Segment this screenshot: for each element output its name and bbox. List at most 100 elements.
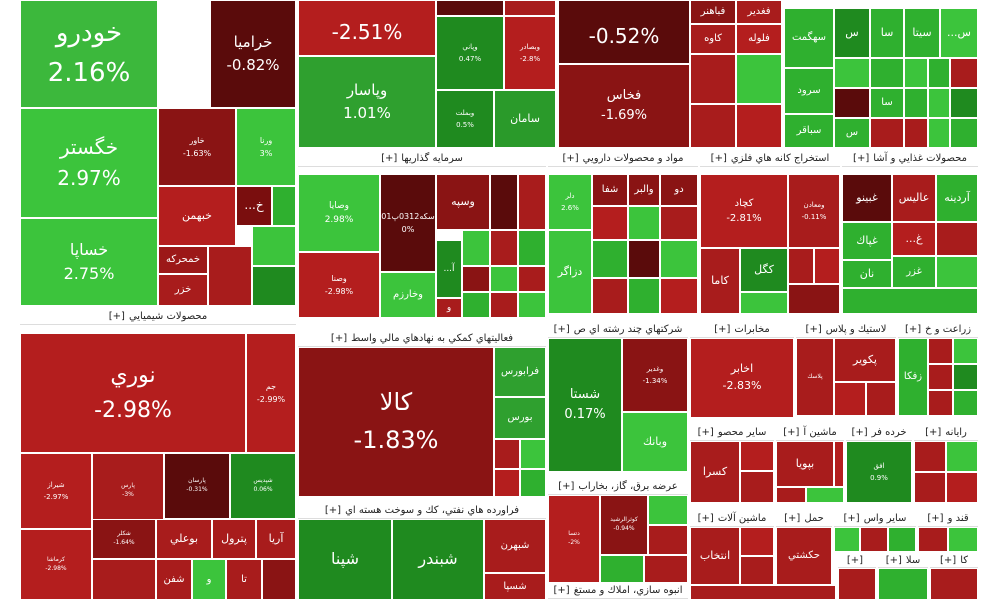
treemap-tile[interactable]: و xyxy=(192,559,226,600)
treemap-tile[interactable] xyxy=(878,568,928,600)
sector-header[interactable]: [+] استخراج كانه هاي فلزي xyxy=(700,151,840,167)
treemap-tile[interactable] xyxy=(736,104,782,148)
sector-header[interactable]: [+] عرضه برق، گاز، بخاراب xyxy=(548,479,688,495)
treemap-tile[interactable]: خراميا -0.82% xyxy=(210,0,296,108)
treemap-tile[interactable] xyxy=(628,278,660,314)
sector-header[interactable]: [+] محصولات غذايي و آشا xyxy=(842,151,978,167)
treemap-tile[interactable]: تا xyxy=(226,559,262,600)
treemap-tile[interactable]: پارسان -0.31% xyxy=(164,453,230,519)
treemap-tile[interactable]: فخاس -1.69% xyxy=(558,64,690,148)
treemap-tile[interactable] xyxy=(928,118,950,148)
treemap-tile[interactable]: كسرا xyxy=(690,441,740,503)
treemap-tile[interactable] xyxy=(518,230,546,266)
expand-icon[interactable]: [+] xyxy=(853,153,870,164)
treemap-tile[interactable]: كرماشا -2.98% xyxy=(20,529,92,600)
sector-header[interactable]: [+] رايانه xyxy=(914,425,978,441)
sector-header[interactable]: [+] مخابرات xyxy=(690,322,794,338)
treemap-tile[interactable]: غ... xyxy=(892,222,936,256)
treemap-tile[interactable]: كاما xyxy=(700,248,740,314)
treemap-tile[interactable] xyxy=(628,206,660,240)
expand-icon[interactable]: [+] xyxy=(927,513,944,524)
expand-icon[interactable]: [+] xyxy=(558,481,575,492)
treemap-tile[interactable] xyxy=(518,292,546,318)
treemap-tile[interactable] xyxy=(936,256,978,288)
treemap-tile[interactable]: -0.52% xyxy=(558,0,690,64)
treemap-tile[interactable] xyxy=(690,104,736,148)
treemap-tile[interactable]: اخابر -2.83% xyxy=(690,338,794,418)
treemap-tile[interactable] xyxy=(950,58,978,88)
treemap-tile[interactable] xyxy=(462,266,490,292)
treemap-tile[interactable]: جم -2.99% xyxy=(246,333,296,453)
treemap-tile[interactable] xyxy=(660,240,698,278)
treemap-tile[interactable]: و xyxy=(436,298,462,318)
sector-header[interactable]: [+] ماشين آ xyxy=(776,425,844,441)
expand-icon[interactable]: [+] xyxy=(843,513,860,524)
expand-icon[interactable]: [+] xyxy=(714,324,731,335)
treemap-tile[interactable]: پكوير xyxy=(834,338,896,382)
expand-icon[interactable]: [+] xyxy=(885,555,902,566)
treemap-tile[interactable] xyxy=(740,527,774,556)
treemap-tile[interactable] xyxy=(592,240,628,278)
treemap-tile[interactable] xyxy=(788,284,840,314)
treemap-tile[interactable]: حكشتي xyxy=(776,527,832,585)
treemap-tile[interactable]: -2.51% xyxy=(298,0,436,56)
treemap-tile[interactable] xyxy=(490,230,518,266)
treemap-tile[interactable]: وپاني 0.47% xyxy=(436,16,504,90)
treemap-tile[interactable]: كاوه xyxy=(690,24,736,54)
treemap-tile[interactable]: دزاگر xyxy=(548,230,592,314)
treemap-tile[interactable] xyxy=(953,364,978,390)
treemap-tile[interactable]: شكلر -1.64% xyxy=(92,519,156,559)
treemap-tile[interactable]: وصايا 2.98% xyxy=(298,174,380,252)
treemap-tile[interactable]: فلوله xyxy=(736,24,782,54)
treemap-tile[interactable]: كالا -1.83% xyxy=(298,347,494,497)
sector-header[interactable]: [+] سلا xyxy=(878,554,928,568)
treemap-tile[interactable] xyxy=(520,469,546,497)
treemap-tile[interactable]: سهگمت xyxy=(784,8,834,68)
treemap-tile[interactable] xyxy=(518,174,546,230)
expand-icon[interactable]: [+] xyxy=(330,333,348,344)
treemap-tile[interactable] xyxy=(740,292,788,314)
treemap-tile[interactable] xyxy=(272,186,296,226)
treemap-tile[interactable] xyxy=(860,527,888,552)
treemap-tile[interactable]: پترول xyxy=(212,519,256,559)
treemap-tile[interactable]: خمحركه xyxy=(158,246,208,274)
treemap-tile[interactable] xyxy=(806,487,844,503)
sector-header[interactable]: [+] محصولات شيميايي xyxy=(20,309,296,325)
treemap-tile[interactable] xyxy=(740,471,774,503)
treemap-tile[interactable] xyxy=(690,54,736,104)
treemap-tile[interactable] xyxy=(592,278,628,314)
treemap-tile[interactable]: نان xyxy=(842,260,892,288)
treemap-tile[interactable]: بوعلي xyxy=(156,519,212,559)
treemap-tile[interactable]: سامان xyxy=(494,90,556,148)
expand-icon[interactable]: [+] xyxy=(805,324,822,335)
treemap-tile[interactable]: خودرو 2.16% xyxy=(20,0,158,108)
treemap-tile[interactable] xyxy=(660,206,698,240)
treemap-tile[interactable]: غپاك xyxy=(842,222,892,260)
treemap-tile[interactable] xyxy=(948,527,978,552)
treemap-tile[interactable] xyxy=(870,118,904,148)
treemap-tile[interactable] xyxy=(928,390,953,416)
treemap-tile[interactable]: وخارزم xyxy=(380,272,436,318)
sector-header[interactable]: [+] قند و xyxy=(918,511,978,527)
treemap-tile[interactable]: آ... xyxy=(436,240,462,298)
treemap-tile[interactable]: فرابورس xyxy=(494,347,546,397)
treemap-tile[interactable] xyxy=(842,288,978,314)
treemap-tile[interactable]: س xyxy=(834,8,870,58)
treemap-tile[interactable]: شستا 0.17% xyxy=(548,338,622,472)
treemap-tile[interactable]: ومعادن -0.11% xyxy=(788,174,840,248)
expand-icon[interactable]: [+] xyxy=(710,153,727,164)
treemap-tile[interactable]: دلر 2.6% xyxy=(548,174,592,230)
sector-header[interactable]: [+] انبوه سازي، املاك و مستغ xyxy=(548,583,688,599)
sector-header[interactable]: [+] فعاليتهاي كمكي به نهادهاي مالي واسط xyxy=(298,331,546,347)
treemap-tile[interactable]: غبينو xyxy=(842,174,892,222)
treemap-tile[interactable] xyxy=(814,248,840,284)
treemap-tile[interactable] xyxy=(592,206,628,240)
treemap-tile[interactable] xyxy=(950,88,978,118)
treemap-tile[interactable]: افق 0.9% xyxy=(846,441,912,503)
expand-icon[interactable]: [+] xyxy=(940,555,957,566)
treemap-tile[interactable]: دو xyxy=(660,174,698,206)
treemap-tile[interactable] xyxy=(648,525,688,555)
treemap-tile[interactable] xyxy=(904,58,928,88)
treemap-tile[interactable] xyxy=(788,248,814,284)
treemap-tile[interactable] xyxy=(740,556,774,585)
